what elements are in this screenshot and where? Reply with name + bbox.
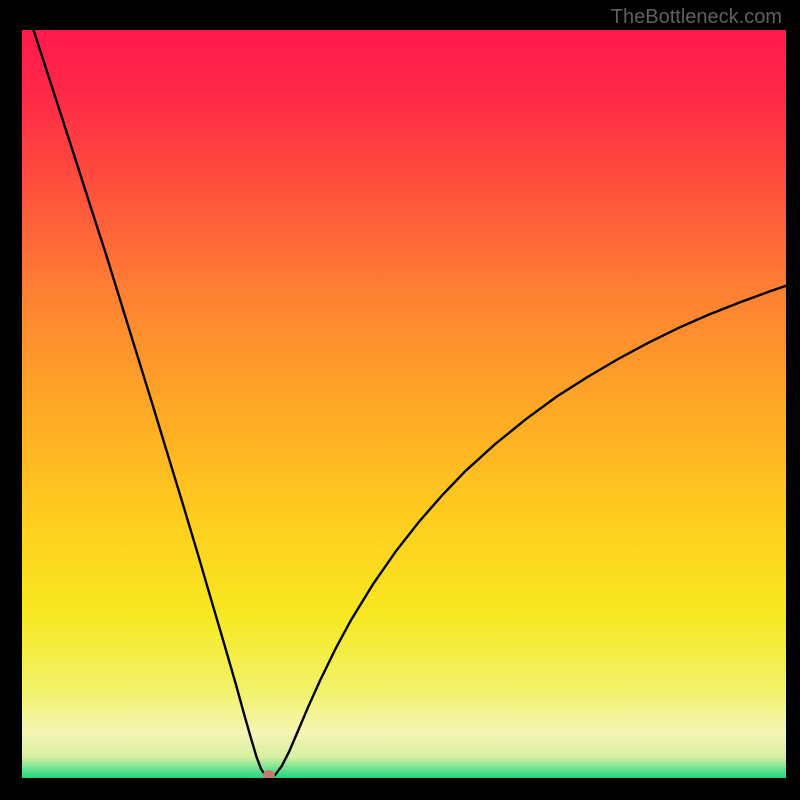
plot-svg	[22, 30, 786, 778]
watermark-text: TheBottleneck.com	[611, 6, 782, 29]
chart-container: TheBottleneck.com	[0, 0, 800, 800]
plot-background	[22, 30, 786, 778]
